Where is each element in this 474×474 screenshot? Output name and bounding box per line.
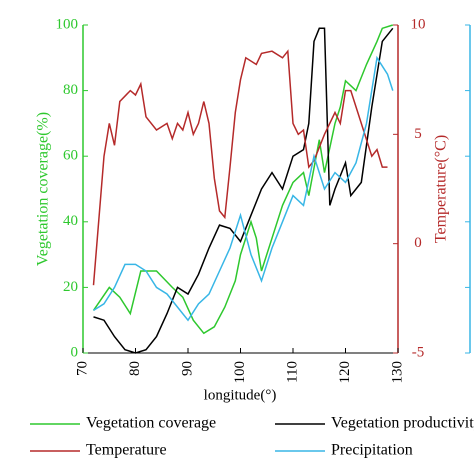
series-line bbox=[92, 24, 394, 335]
y2-tick-label: -5 bbox=[412, 344, 425, 360]
y2-axis-label: Temperature(°C) bbox=[433, 135, 450, 243]
x-tick-label: 130 bbox=[389, 361, 405, 384]
y-tick-label: 80 bbox=[63, 82, 78, 98]
legend-label: Temperature bbox=[86, 442, 167, 459]
y2-tick-label: 10 bbox=[411, 16, 426, 32]
x-tick-label: 70 bbox=[74, 361, 90, 376]
series-line bbox=[93, 27, 394, 354]
legend-label: Vegetation coverage bbox=[86, 415, 216, 432]
series-line bbox=[93, 55, 394, 322]
y-axis-label: Vegetation coverage(%) bbox=[35, 112, 52, 266]
y-tick-label: 60 bbox=[63, 148, 78, 164]
series-line bbox=[92, 49, 388, 286]
x-tick-label: 100 bbox=[232, 361, 248, 384]
x-tick-label: 120 bbox=[337, 361, 353, 384]
legend-label: Vegetation productivity bbox=[331, 415, 474, 432]
y2-tick-label: 0 bbox=[414, 235, 422, 251]
x-tick-label: 90 bbox=[179, 361, 195, 376]
x-axis-label: longitude(°) bbox=[204, 387, 277, 403]
x-tick-label: 110 bbox=[284, 361, 300, 383]
y2-tick-label: 5 bbox=[414, 126, 422, 142]
legend-label: Precipitation bbox=[331, 442, 413, 459]
y-tick-label: 40 bbox=[63, 213, 78, 229]
y-tick-label: 100 bbox=[56, 16, 79, 32]
y-tick-label: 20 bbox=[63, 279, 78, 295]
y-tick-label: 0 bbox=[71, 344, 79, 360]
x-tick-label: 80 bbox=[127, 361, 143, 376]
